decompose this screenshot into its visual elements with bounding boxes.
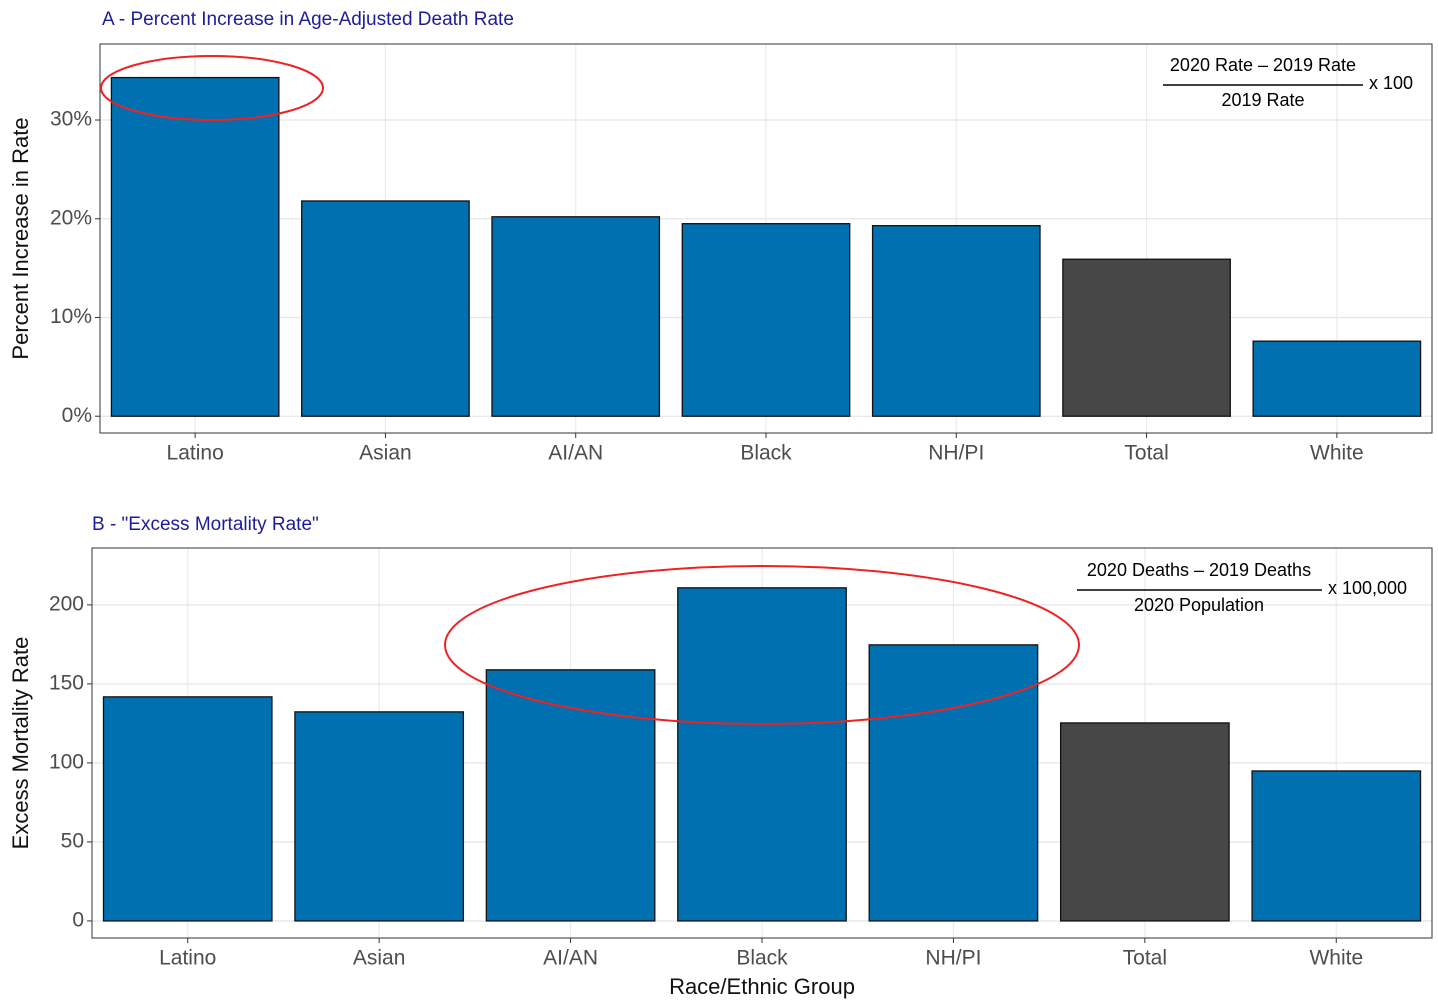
x-tick-label: AI/AN <box>543 947 598 970</box>
x-tick-label: AI/AN <box>548 442 603 465</box>
x-tick-label: Latino <box>167 442 224 465</box>
bar <box>491 216 661 417</box>
y-tick-label: 0% <box>62 404 92 427</box>
x-tick-label: NH/PI <box>928 442 984 465</box>
y-tick-label: 10% <box>50 305 92 328</box>
y-tick-label: 100 <box>49 750 84 773</box>
bar <box>102 696 273 922</box>
x-tick-label: Black <box>740 442 792 465</box>
formula-numerator: 2020 Deaths – 2019 Deaths <box>1087 560 1311 580</box>
x-tick-label: Total <box>1124 442 1168 465</box>
bar <box>485 669 656 922</box>
highlight-ellipse <box>100 55 324 121</box>
bar <box>301 200 470 417</box>
formula-denominator: 2019 Rate <box>1221 90 1304 110</box>
x-tick-label: Asian <box>353 947 406 970</box>
x-tick-label: Latino <box>159 947 216 970</box>
bar <box>677 587 847 922</box>
x-tick-label: Total <box>1123 947 1167 970</box>
formula-multiplier: x 100 <box>1369 73 1413 93</box>
x-tick-label: White <box>1310 442 1364 465</box>
x-tick-label: White <box>1309 947 1363 970</box>
panel-title: B - "Excess Mortality Rate" <box>92 514 319 535</box>
bar <box>871 225 1041 417</box>
bar <box>1059 722 1230 922</box>
formula-multiplier: x 100,000 <box>1328 578 1407 598</box>
x-tick-label: NH/PI <box>925 947 981 970</box>
y-tick-label: 20% <box>50 206 92 229</box>
bar <box>1251 770 1422 922</box>
formula-numerator: 2020 Rate – 2019 Rate <box>1170 55 1356 75</box>
formula-denominator: 2020 Population <box>1134 595 1264 615</box>
x-tick-label: Asian <box>359 442 412 465</box>
panel-title: A - Percent Increase in Age-Adjusted Dea… <box>102 9 514 30</box>
x-axis-label: Race/Ethnic Group <box>669 974 855 999</box>
bar <box>294 711 465 922</box>
highlight-ellipse <box>444 565 1080 725</box>
y-tick-label: 0 <box>72 908 84 931</box>
bar <box>681 223 851 417</box>
y-axis-label: Percent Increase in Rate <box>8 117 33 359</box>
y-axis-label: Excess Mortality Rate <box>8 637 33 850</box>
bar <box>1062 258 1231 417</box>
y-tick-label: 50 <box>61 829 84 852</box>
y-tick-label: 30% <box>50 108 92 131</box>
bar <box>1252 340 1422 417</box>
bar <box>110 76 280 417</box>
y-tick-label: 200 <box>49 592 84 615</box>
y-tick-label: 150 <box>49 671 84 694</box>
bar <box>868 644 1039 922</box>
x-tick-label: Black <box>736 947 788 970</box>
